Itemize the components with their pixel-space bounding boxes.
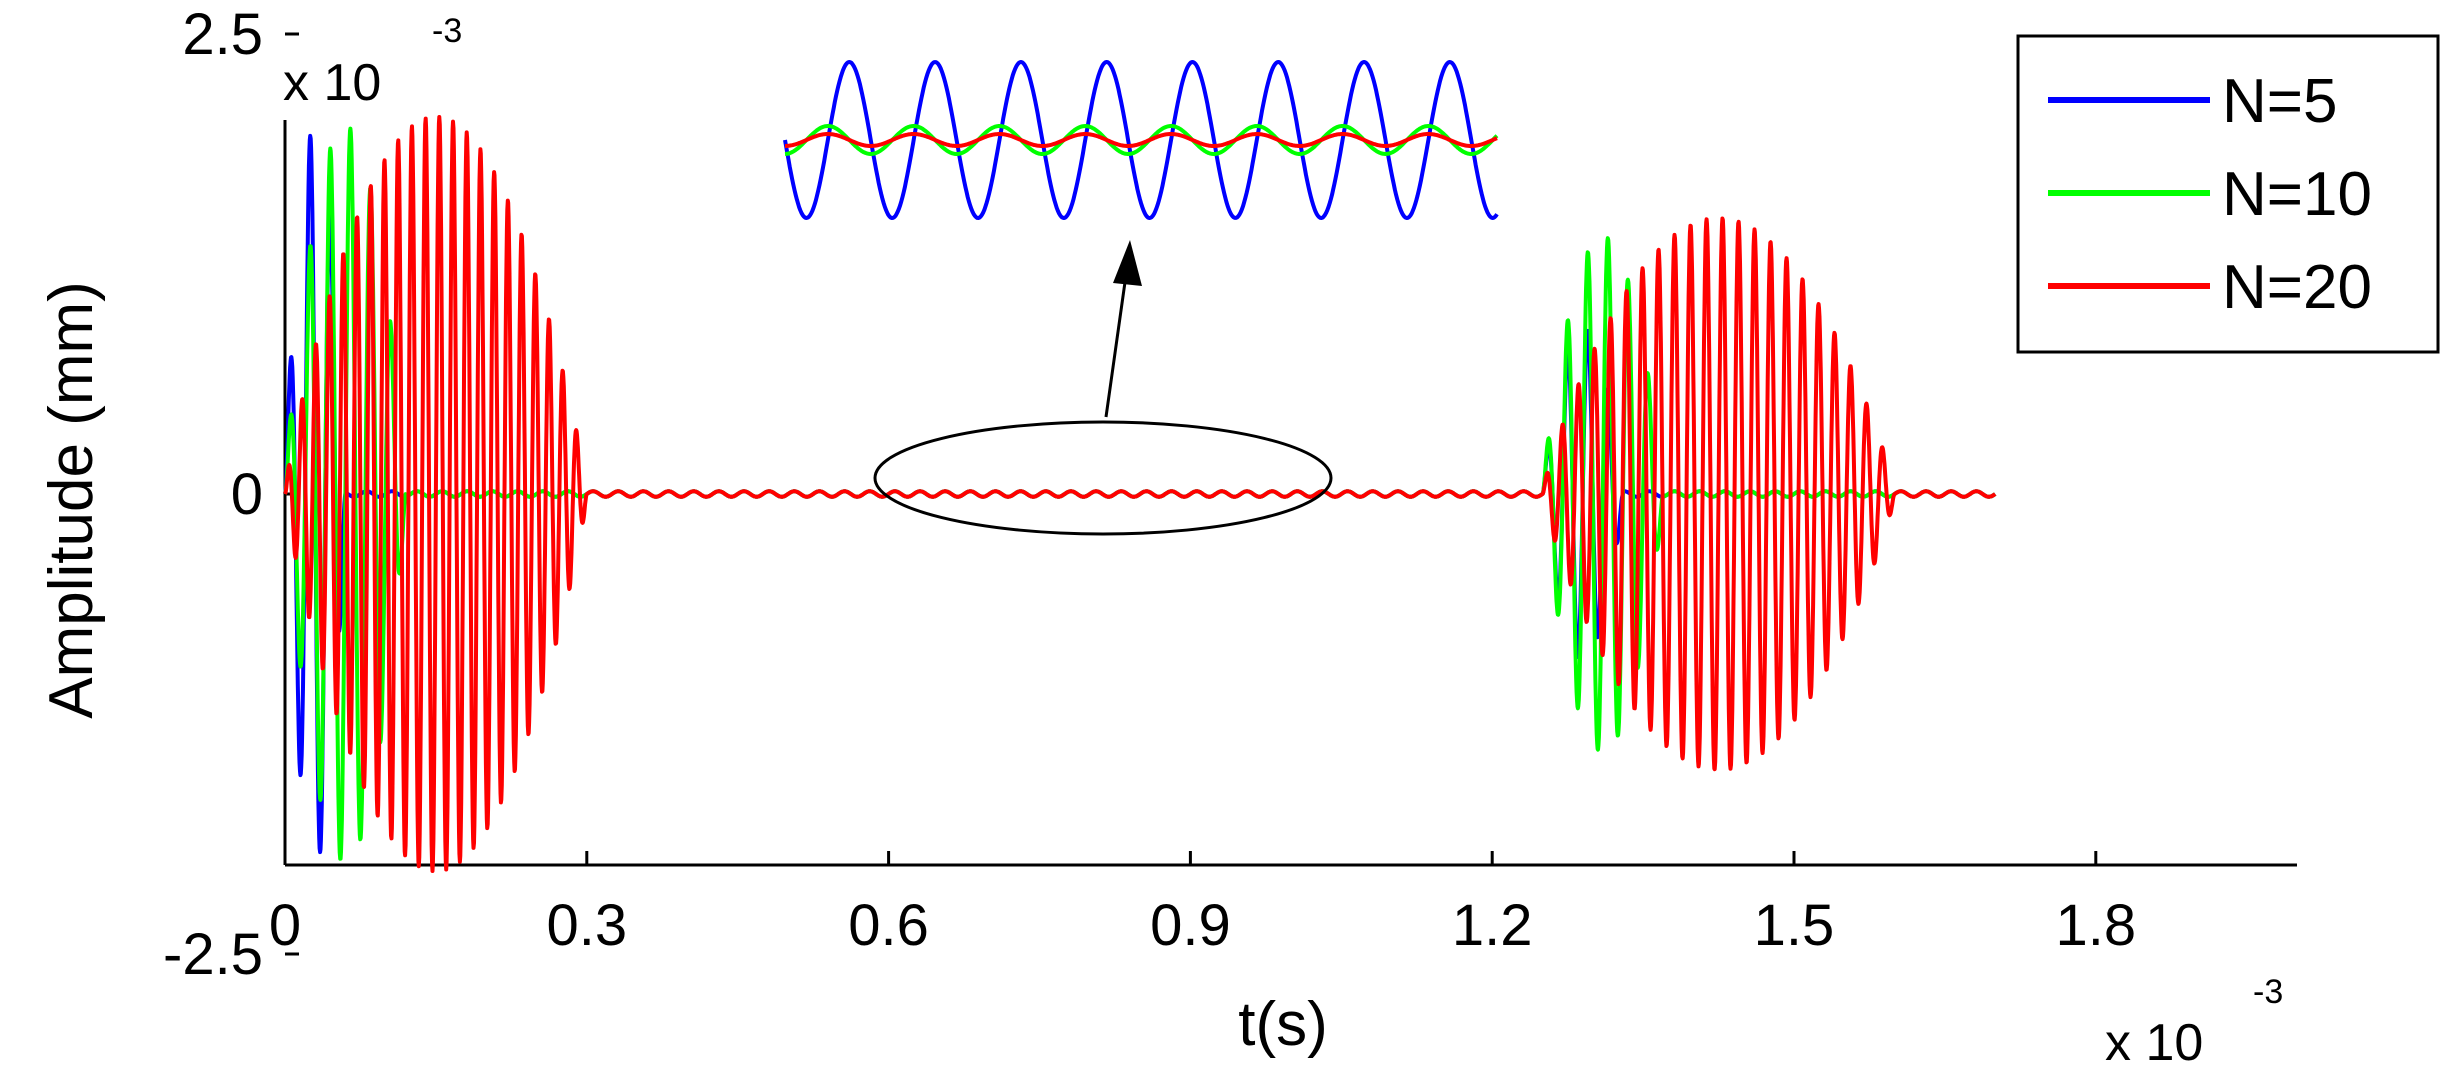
- zoom-arrow-head: [1113, 240, 1142, 286]
- inset-line-n-5: [783, 60, 1499, 220]
- x-tick-label: 1.5: [1754, 893, 1835, 958]
- x-axis-title: t(s): [1238, 990, 1328, 1059]
- y-ticks: 2.50-2.5: [163, 2, 299, 987]
- legend-label: N=10: [2222, 160, 2372, 229]
- inset-line-n-10: [784, 124, 1499, 156]
- y-tick-label: 2.5: [182, 2, 263, 67]
- x-tick-label: 0.3: [546, 893, 627, 958]
- x-tick-label: 0.6: [848, 893, 929, 958]
- x-tick-label: 1.2: [1452, 893, 1533, 958]
- x-tick-label: 0.9: [1150, 893, 1231, 958]
- zoom-inset: [783, 60, 1499, 220]
- legend: N=5 N=10 N=20: [2016, 34, 2440, 354]
- zoom-ellipse: [873, 420, 1333, 536]
- y-multiplier-exponent: -3: [432, 12, 462, 50]
- x-ticks: 0 0.3 0.6 0.9 1.2 1.5 1.8: [269, 851, 2136, 958]
- x-tick-label: 0: [269, 893, 301, 958]
- series-line-n-20: [283, 115, 1997, 873]
- y-multiplier-label: x 10: [283, 54, 381, 112]
- inset-line-n-20: [784, 132, 1498, 148]
- legend-label: N=5: [2222, 67, 2337, 136]
- y-tick-label: -2.5: [163, 922, 263, 987]
- x-multiplier-label: x 10: [2105, 1014, 2203, 1072]
- zoom-arrow-line: [1104, 274, 1128, 418]
- y-tick-label: 0: [231, 462, 263, 527]
- series-group: [283, 115, 1997, 873]
- y-axis-title: Amplitude (mm): [37, 281, 106, 719]
- x-multiplier-exponent: -3: [2253, 973, 2283, 1011]
- legend-label: N=20: [2222, 253, 2372, 322]
- x-tick-label: 1.8: [2055, 893, 2136, 958]
